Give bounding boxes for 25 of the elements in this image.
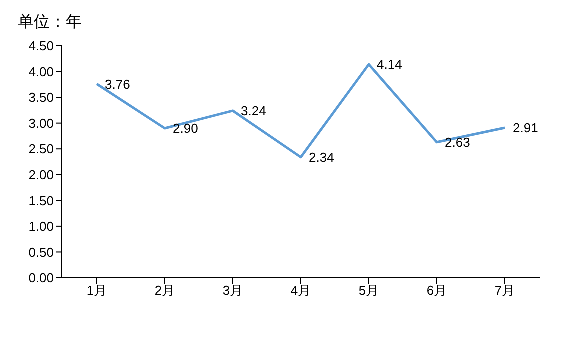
y-axis-title: 单位：年 (18, 13, 82, 33)
x-tick-label: 2月 (154, 283, 176, 298)
text: 3.76 (105, 76, 130, 92)
y-tick-label: 1.50 (28, 193, 54, 208)
x-tick-label: 4月 (290, 283, 312, 298)
text: 3.24 (241, 104, 266, 119)
text: 4.14 (377, 57, 402, 72)
x-tick-label: 5月 (358, 283, 380, 298)
text: 2.34 (309, 150, 334, 165)
text: 2.91 (513, 120, 538, 136)
y-tick-label: 3.00 (28, 116, 54, 131)
y-tick-label: 4.50 (28, 38, 54, 54)
x-tick-label: 1月 (86, 283, 108, 298)
y-tick-label: 2.50 (28, 142, 54, 157)
y-tick-label: 3.50 (28, 90, 54, 106)
text: 2.90 (173, 121, 198, 136)
y-tick-label: 2.00 (28, 168, 54, 183)
y-tick-label: 4.00 (28, 64, 54, 80)
y-tick-label: 0.00 (28, 270, 54, 286)
x-tick-label: 3月 (222, 283, 244, 298)
text: 2.63 (445, 135, 470, 150)
x-tick-label: 7月 (494, 283, 516, 298)
y-tick-label: 1.00 (28, 219, 54, 234)
x-tick-label: 6月 (426, 283, 448, 298)
y-tick-label: 0.50 (28, 244, 54, 260)
